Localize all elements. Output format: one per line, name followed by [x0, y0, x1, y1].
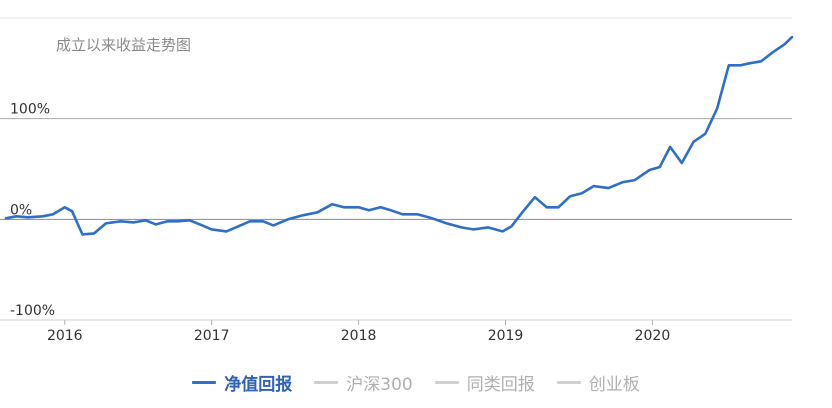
returns-chart: 成立以来收益走势图 100%0%-100% 2016 2017 2018 2019 20… — [0, 17, 794, 344]
legend-swatch — [434, 380, 459, 384]
chart-title: 成立以来收益走势图 — [56, 36, 191, 54]
legend-item-nav-return[interactable]: 净值回报 — [192, 370, 292, 395]
legend-label: 同类回报 — [466, 374, 535, 395]
series-line-nav-return — [4, 35, 794, 236]
x-axis-ticks: 2016 2017 2018 2019 2020 — [47, 328, 670, 344]
legend-item-chinext[interactable]: 创业板 — [556, 370, 640, 395]
x-tick-label: 2020 — [635, 328, 671, 344]
x-tick-label: 2019 — [488, 328, 524, 344]
legend-label: 创业板 — [588, 374, 640, 395]
x-tick-label: 2016 — [47, 328, 83, 344]
legend: 净值回报 沪深300 同类回报 创业板 — [0, 360, 832, 404]
y-axis-ticks: 100% 0% -100% — [10, 102, 55, 319]
x-tick-label: 2018 — [341, 328, 377, 344]
y-tick-label: 0% — [10, 202, 32, 218]
legend-swatch — [192, 380, 217, 384]
legend-item-peer-return[interactable]: 同类回报 — [434, 370, 535, 395]
grid-layer — [0, 17, 792, 325]
legend-swatch — [556, 380, 581, 384]
legend-label: 沪深300 — [346, 374, 413, 395]
legend-item-csi300[interactable]: 沪深300 — [314, 370, 413, 395]
y-tick-label: 100% — [10, 102, 50, 118]
legend-swatch — [314, 380, 339, 384]
y-tick-label: -100% — [10, 303, 55, 319]
legend-label: 净值回报 — [224, 374, 293, 395]
x-tick-label: 2017 — [194, 328, 230, 344]
series-layer — [4, 35, 794, 236]
